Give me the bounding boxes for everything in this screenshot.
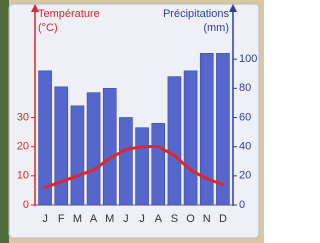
y2-axis-title: Précipitations [163, 8, 230, 20]
y-axis-title: Température [38, 8, 100, 20]
bar [71, 106, 84, 205]
x-tick-label: J [42, 213, 48, 225]
y-tick-label: 30 [17, 111, 29, 123]
x-tick-label: F [58, 213, 65, 225]
x-tick-label: O [186, 213, 195, 225]
y2-tick-label: 80 [239, 82, 251, 94]
bar [136, 128, 149, 205]
bar [119, 118, 132, 206]
x-tick-label: J [139, 213, 145, 225]
x-tick-label: A [90, 213, 98, 225]
left-strip [0, 0, 9, 243]
bar [103, 88, 116, 205]
chart: Température (°C) Précipitations (mm) 0 10… [0, 0, 264, 243]
y2-tick-label: 20 [239, 170, 251, 182]
x-tick-label: D [219, 213, 227, 225]
y2-tick-label: 100 [239, 53, 257, 65]
x-tick-label: J [123, 213, 129, 225]
y2-tick-label: 60 [239, 111, 251, 123]
x-tick-label: M [73, 213, 82, 225]
y-tick-label: 10 [17, 170, 29, 182]
bar [168, 77, 181, 205]
bar [184, 71, 197, 205]
y2-tick-label: 40 [239, 141, 251, 153]
x-tick-label: A [155, 213, 163, 225]
y2-axis-unit: (mm) [203, 22, 229, 34]
y2-tick-label: 0 [239, 199, 245, 211]
y-axis-unit: (°C) [38, 22, 58, 34]
bar [200, 53, 213, 205]
bar [55, 87, 68, 205]
x-tick-label: S [171, 213, 178, 225]
y-tick-label: 20 [17, 141, 29, 153]
bar [152, 123, 165, 205]
x-tick-label: N [203, 213, 211, 225]
y-tick-label: 0 [23, 199, 29, 211]
bar [87, 93, 100, 205]
x-tick-label: M [105, 213, 114, 225]
